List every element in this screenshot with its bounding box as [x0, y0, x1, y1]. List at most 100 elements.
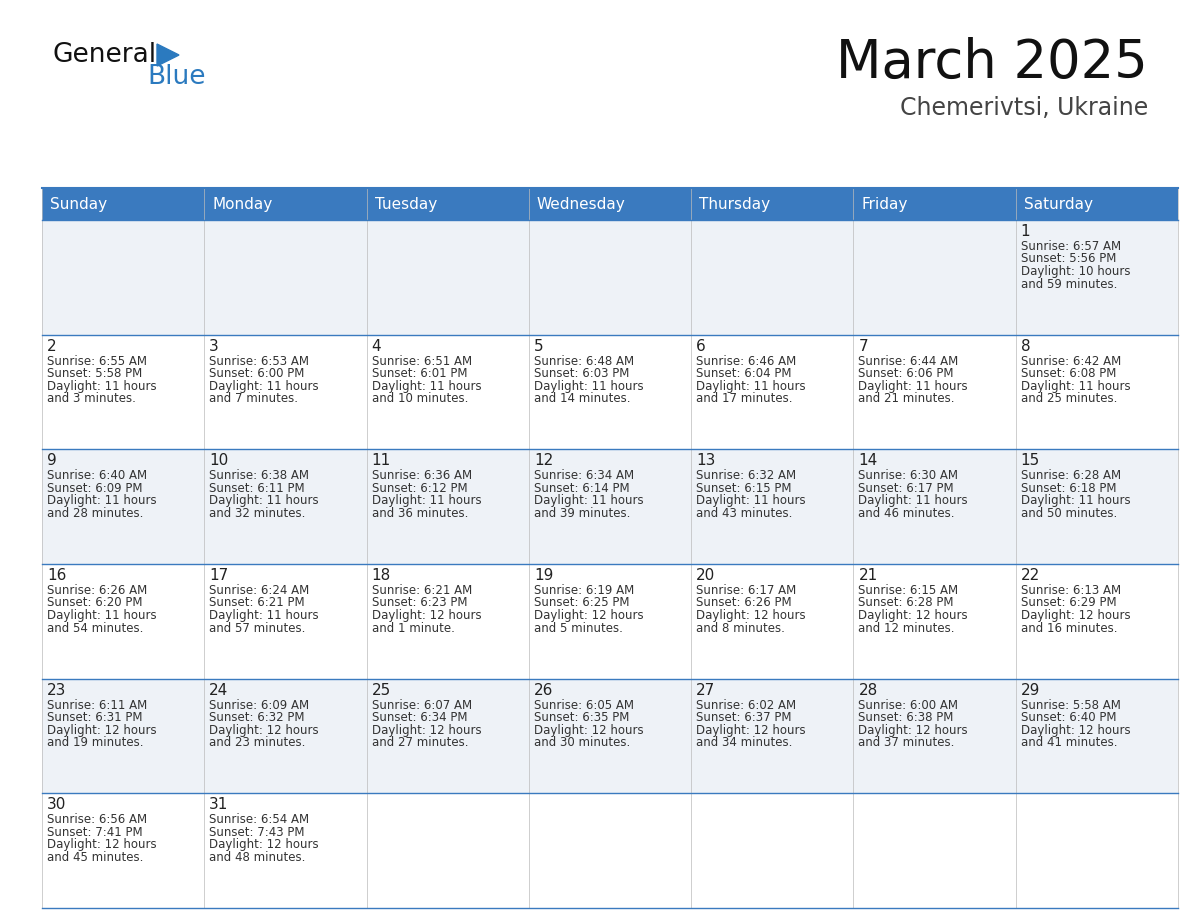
Text: and 57 minutes.: and 57 minutes.	[209, 621, 305, 634]
Text: and 50 minutes.: and 50 minutes.	[1020, 507, 1117, 520]
Text: Saturday: Saturday	[1024, 196, 1093, 211]
Text: 24: 24	[209, 683, 228, 698]
Text: Sunset: 6:40 PM: Sunset: 6:40 PM	[1020, 711, 1117, 724]
Bar	[1016, 335, 1178, 449]
Text: and 39 minutes.: and 39 minutes.	[533, 507, 630, 520]
Text: Sunset: 6:04 PM: Sunset: 6:04 PM	[696, 367, 791, 380]
Bar	[691, 449, 853, 564]
Text: Tuesday: Tuesday	[374, 196, 437, 211]
Text: Sunset: 6:26 PM: Sunset: 6:26 PM	[696, 597, 791, 610]
Text: Daylight: 12 hours: Daylight: 12 hours	[209, 838, 318, 851]
Text: Sunrise: 6:02 AM: Sunrise: 6:02 AM	[696, 699, 796, 711]
Text: and 17 minutes.: and 17 minutes.	[696, 392, 792, 405]
Text: 7: 7	[859, 339, 868, 353]
Text: Thursday: Thursday	[700, 196, 770, 211]
Text: and 43 minutes.: and 43 minutes.	[696, 507, 792, 520]
Text: and 45 minutes.: and 45 minutes.	[48, 851, 144, 864]
Text: Daylight: 11 hours: Daylight: 11 hours	[696, 494, 805, 508]
Text: 18: 18	[372, 568, 391, 583]
Text: Blue: Blue	[147, 64, 206, 90]
Text: and 5 minutes.: and 5 minutes.	[533, 621, 623, 634]
Text: Daylight: 11 hours: Daylight: 11 hours	[533, 380, 644, 393]
Bar	[529, 449, 691, 564]
Text: Daylight: 11 hours: Daylight: 11 hours	[48, 380, 157, 393]
Text: and 36 minutes.: and 36 minutes.	[372, 507, 468, 520]
Text: Sunrise: 6:56 AM: Sunrise: 6:56 AM	[48, 813, 147, 826]
Text: 3: 3	[209, 339, 219, 353]
Text: and 28 minutes.: and 28 minutes.	[48, 507, 144, 520]
Text: Sunrise: 6:48 AM: Sunrise: 6:48 AM	[533, 354, 634, 368]
Bar	[42, 220, 204, 335]
Text: Sunset: 6:34 PM: Sunset: 6:34 PM	[372, 711, 467, 724]
Text: Sunset: 6:37 PM: Sunset: 6:37 PM	[696, 711, 791, 724]
Text: Sunrise: 6:21 AM: Sunrise: 6:21 AM	[372, 584, 472, 597]
Text: Daylight: 12 hours: Daylight: 12 hours	[696, 609, 805, 622]
Text: 23: 23	[48, 683, 67, 698]
Bar	[367, 220, 529, 335]
Bar	[691, 220, 853, 335]
Text: and 1 minute.: and 1 minute.	[372, 621, 455, 634]
Bar	[367, 793, 529, 908]
Text: Sunrise: 6:15 AM: Sunrise: 6:15 AM	[859, 584, 959, 597]
Text: and 59 minutes.: and 59 minutes.	[1020, 277, 1117, 290]
Text: Sunset: 6:17 PM: Sunset: 6:17 PM	[859, 482, 954, 495]
Bar	[691, 793, 853, 908]
Text: 28: 28	[859, 683, 878, 698]
Text: Sunset: 6:12 PM: Sunset: 6:12 PM	[372, 482, 467, 495]
Text: Monday: Monday	[213, 196, 272, 211]
Text: Daylight: 12 hours: Daylight: 12 hours	[372, 609, 481, 622]
Text: Sunset: 5:58 PM: Sunset: 5:58 PM	[48, 367, 143, 380]
Text: Daylight: 12 hours: Daylight: 12 hours	[696, 723, 805, 736]
Text: Daylight: 12 hours: Daylight: 12 hours	[48, 838, 157, 851]
Text: 16: 16	[48, 568, 67, 583]
Text: Daylight: 12 hours: Daylight: 12 hours	[859, 723, 968, 736]
Bar	[204, 449, 367, 564]
Text: March 2025: March 2025	[836, 37, 1148, 89]
Bar	[42, 188, 1178, 220]
Text: 9: 9	[48, 453, 57, 468]
Text: Sunrise: 6:26 AM: Sunrise: 6:26 AM	[48, 584, 147, 597]
Bar	[367, 335, 529, 449]
Bar	[529, 220, 691, 335]
Text: 14: 14	[859, 453, 878, 468]
Text: Sunset: 6:11 PM: Sunset: 6:11 PM	[209, 482, 305, 495]
Text: Sunrise: 6:44 AM: Sunrise: 6:44 AM	[859, 354, 959, 368]
Bar	[367, 564, 529, 678]
Bar	[853, 220, 1016, 335]
Text: Sunrise: 6:36 AM: Sunrise: 6:36 AM	[372, 469, 472, 482]
Text: and 54 minutes.: and 54 minutes.	[48, 621, 144, 634]
Text: Daylight: 11 hours: Daylight: 11 hours	[696, 380, 805, 393]
Text: Sunrise: 6:24 AM: Sunrise: 6:24 AM	[209, 584, 310, 597]
Text: Sunset: 7:43 PM: Sunset: 7:43 PM	[209, 826, 305, 839]
Text: Sunset: 6:23 PM: Sunset: 6:23 PM	[372, 597, 467, 610]
Text: Sunset: 6:15 PM: Sunset: 6:15 PM	[696, 482, 791, 495]
Text: 4: 4	[372, 339, 381, 353]
Bar	[42, 335, 204, 449]
Text: and 10 minutes.: and 10 minutes.	[372, 392, 468, 405]
Text: and 21 minutes.: and 21 minutes.	[859, 392, 955, 405]
Text: Sunrise: 6:11 AM: Sunrise: 6:11 AM	[48, 699, 147, 711]
Text: 26: 26	[533, 683, 554, 698]
Text: Daylight: 10 hours: Daylight: 10 hours	[1020, 265, 1130, 278]
Bar	[853, 564, 1016, 678]
Text: Daylight: 12 hours: Daylight: 12 hours	[859, 609, 968, 622]
Text: and 30 minutes.: and 30 minutes.	[533, 736, 630, 749]
Text: 15: 15	[1020, 453, 1040, 468]
Bar	[42, 678, 204, 793]
Text: 6: 6	[696, 339, 706, 353]
Bar	[691, 335, 853, 449]
Text: Daylight: 11 hours: Daylight: 11 hours	[372, 380, 481, 393]
Text: Daylight: 12 hours: Daylight: 12 hours	[1020, 609, 1130, 622]
Text: Chemerivtsi, Ukraine: Chemerivtsi, Ukraine	[899, 96, 1148, 120]
Bar	[1016, 678, 1178, 793]
Text: 11: 11	[372, 453, 391, 468]
Text: 8: 8	[1020, 339, 1030, 353]
Text: and 48 minutes.: and 48 minutes.	[209, 851, 305, 864]
Text: Sunset: 6:18 PM: Sunset: 6:18 PM	[1020, 482, 1117, 495]
Text: Sunrise: 6:55 AM: Sunrise: 6:55 AM	[48, 354, 147, 368]
Text: Sunday: Sunday	[50, 196, 107, 211]
Bar	[853, 678, 1016, 793]
Text: Sunrise: 6:17 AM: Sunrise: 6:17 AM	[696, 584, 796, 597]
Bar	[529, 564, 691, 678]
Text: and 37 minutes.: and 37 minutes.	[859, 736, 955, 749]
